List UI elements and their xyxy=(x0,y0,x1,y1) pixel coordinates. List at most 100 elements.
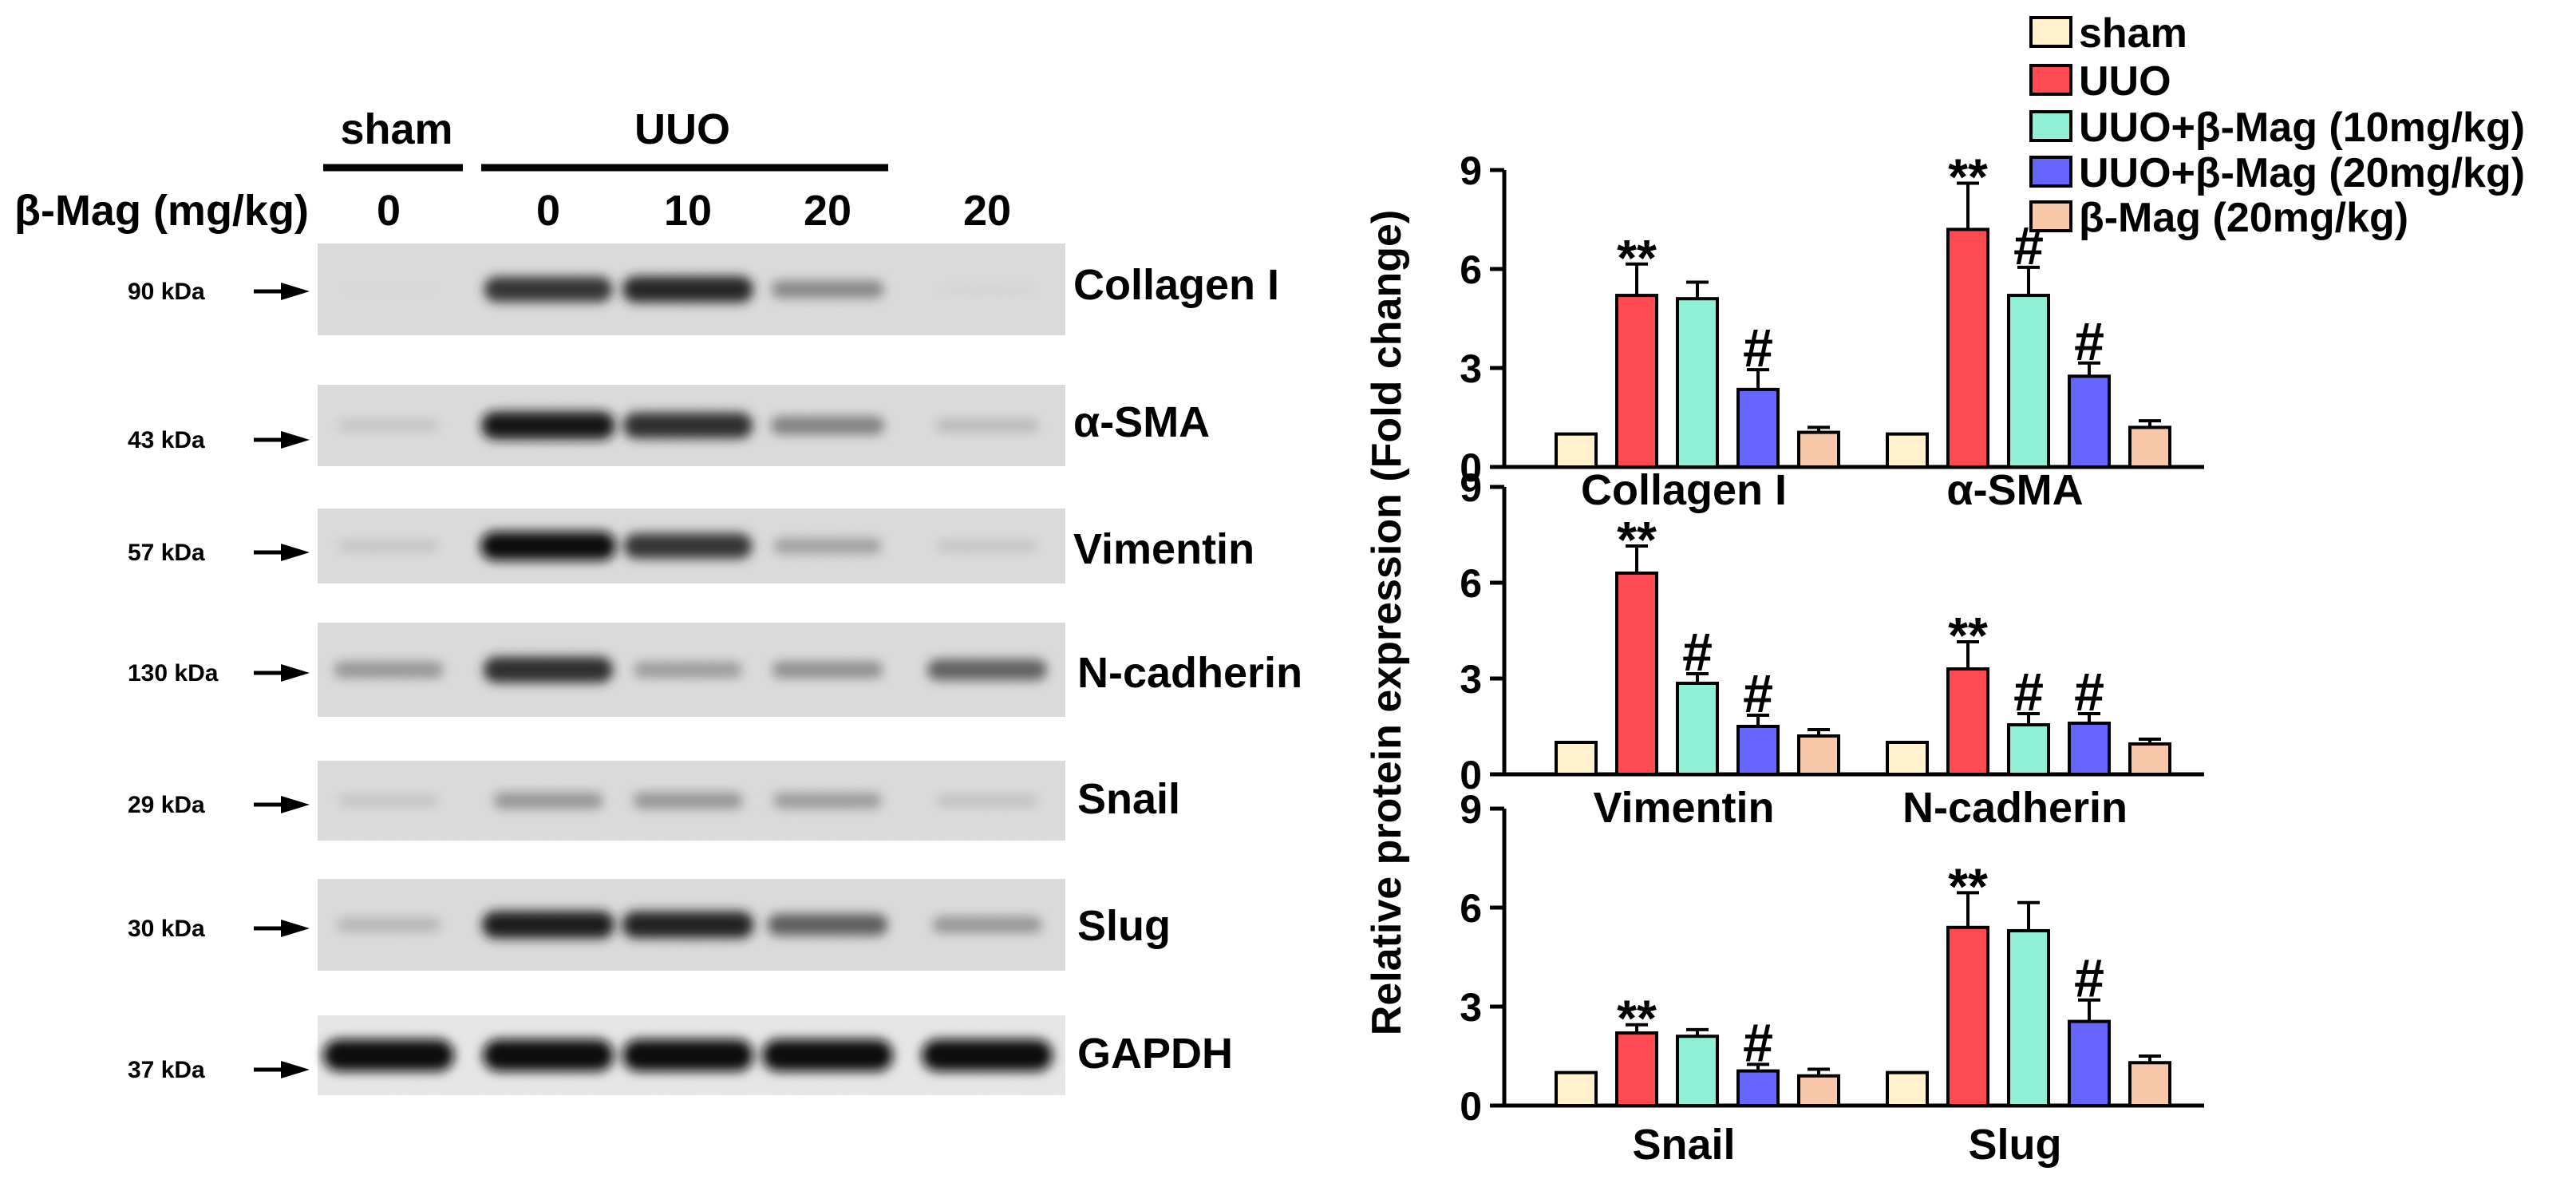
blot-band xyxy=(484,276,613,303)
blot-row: 130 kDa N-cadherin xyxy=(128,623,1302,717)
bar xyxy=(1797,1074,1840,1108)
y-tick-label: 3 xyxy=(1460,346,1482,391)
blot-row: 37 kDa GAPDH xyxy=(128,1015,1233,1095)
protein-label: GAPDH xyxy=(1077,1030,1233,1078)
protein-label: N-cadherin xyxy=(1077,649,1302,697)
significance-mark: ** xyxy=(1948,607,1988,664)
y-tick-label: 3 xyxy=(1460,985,1482,1030)
legend-swatch xyxy=(2029,200,2072,232)
significance-mark: # xyxy=(2074,662,2104,722)
y-tick-label: 9 xyxy=(1460,787,1482,832)
category-label: Slug xyxy=(1969,1121,2062,1169)
bar xyxy=(1736,725,1780,776)
blot-band xyxy=(770,416,885,435)
category-label: Snail xyxy=(1632,1121,1735,1169)
blot-band xyxy=(337,918,441,932)
y-axis-label: Relative protein expression (Fold change… xyxy=(1364,210,1410,1035)
y-tick-label: 9 xyxy=(1460,148,1482,193)
kda-label: 130 kDa xyxy=(128,660,219,686)
dose-value: 0 xyxy=(377,187,401,235)
significance-mark: # xyxy=(1743,663,1773,724)
legend-label: β-Mag (20mg/kg) xyxy=(2079,195,2408,241)
bar xyxy=(1676,1035,1719,1107)
category-label: Collagen I xyxy=(1581,466,1787,514)
blot-band xyxy=(480,532,616,560)
blot-band xyxy=(927,659,1047,681)
arrow-head-icon xyxy=(281,664,310,682)
legend-swatch xyxy=(2029,16,2072,48)
significance-mark: ** xyxy=(1617,229,1657,287)
significance-mark: # xyxy=(1743,1012,1773,1073)
arrow-head-icon xyxy=(281,431,310,449)
significance-mark: ** xyxy=(1617,511,1657,568)
blot-band xyxy=(340,284,437,295)
blot-band xyxy=(932,916,1042,933)
kda-label: 37 kDa xyxy=(128,1057,205,1083)
blot-band xyxy=(773,538,882,554)
protein-label: Collagen I xyxy=(1073,261,1279,309)
category-label: Vimentin xyxy=(1593,784,1774,832)
blot-band xyxy=(323,1039,454,1071)
dose-value: 0 xyxy=(536,187,560,235)
significance-mark: # xyxy=(2013,662,2044,722)
bar xyxy=(1946,667,1989,776)
blot-row: 90 kDa Collagen I xyxy=(128,243,1279,335)
protein-label: Snail xyxy=(1077,775,1180,823)
significance-mark: ** xyxy=(1617,990,1657,1047)
blot-band xyxy=(935,418,1039,433)
dose-value: 20 xyxy=(963,187,1011,235)
bar xyxy=(2007,723,2050,776)
y-tick-label: 9 xyxy=(1460,465,1482,510)
arrow-head-icon xyxy=(281,920,310,937)
blot-band xyxy=(334,661,444,679)
blot-band xyxy=(633,792,743,809)
bar xyxy=(2068,722,2111,776)
legend-label: UUO+β-Mag (20mg/kg) xyxy=(2079,150,2525,196)
y-tick-label: 6 xyxy=(1460,886,1482,931)
blot-row: 43 kDa α-SMA xyxy=(128,385,1210,466)
blot-band xyxy=(338,794,439,807)
bar xyxy=(1886,741,1929,776)
bar xyxy=(1555,432,1598,469)
dose-value: 20 xyxy=(804,187,851,235)
bar-chart-panel: Relative protein expression (Fold change… xyxy=(1364,10,2525,1169)
arrow-head-icon xyxy=(281,796,310,813)
category-label: α-SMA xyxy=(1946,466,2083,514)
protein-label: Vimentin xyxy=(1073,525,1254,573)
y-tick-label: 0 xyxy=(1460,445,1482,490)
blot-row: 30 kDa Slug xyxy=(128,879,1171,971)
bar xyxy=(1886,1070,1929,1107)
kda-label: 30 kDa xyxy=(128,916,205,942)
chart-subpanel: 0 3 6 9 ** # # Vimentin ** # # N-cadherin xyxy=(1460,465,2204,832)
blot-band xyxy=(622,275,753,303)
bar xyxy=(2128,425,2171,469)
bar xyxy=(1615,572,1658,776)
legend-label: sham xyxy=(2079,10,2187,57)
arrow-head-icon xyxy=(281,283,310,300)
bar xyxy=(1555,1070,1598,1107)
blot-band xyxy=(771,280,884,299)
blot-band xyxy=(622,412,753,439)
significance-mark: ** xyxy=(1948,148,1988,206)
blot-band xyxy=(938,284,1036,295)
legend-swatch xyxy=(2029,110,2072,142)
bar xyxy=(2007,294,2050,469)
blot-band xyxy=(483,1039,614,1071)
blot-band xyxy=(622,911,754,939)
blot-band xyxy=(483,656,614,683)
blot-band xyxy=(493,792,603,809)
bar xyxy=(2007,928,2050,1108)
arrow-head-icon xyxy=(281,1061,310,1078)
legend-label: UUO+β-Mag (10mg/kg) xyxy=(2079,105,2525,151)
kda-label: 29 kDa xyxy=(128,792,205,818)
blot-row: 29 kDa Snail xyxy=(128,761,1180,841)
significance-mark: # xyxy=(1743,318,1773,378)
bar xyxy=(2068,374,2111,469)
blot-row: 57 kDa Vimentin xyxy=(128,508,1254,584)
blot-band xyxy=(936,794,1038,807)
bar xyxy=(1736,1069,1780,1107)
bar xyxy=(1555,741,1598,776)
